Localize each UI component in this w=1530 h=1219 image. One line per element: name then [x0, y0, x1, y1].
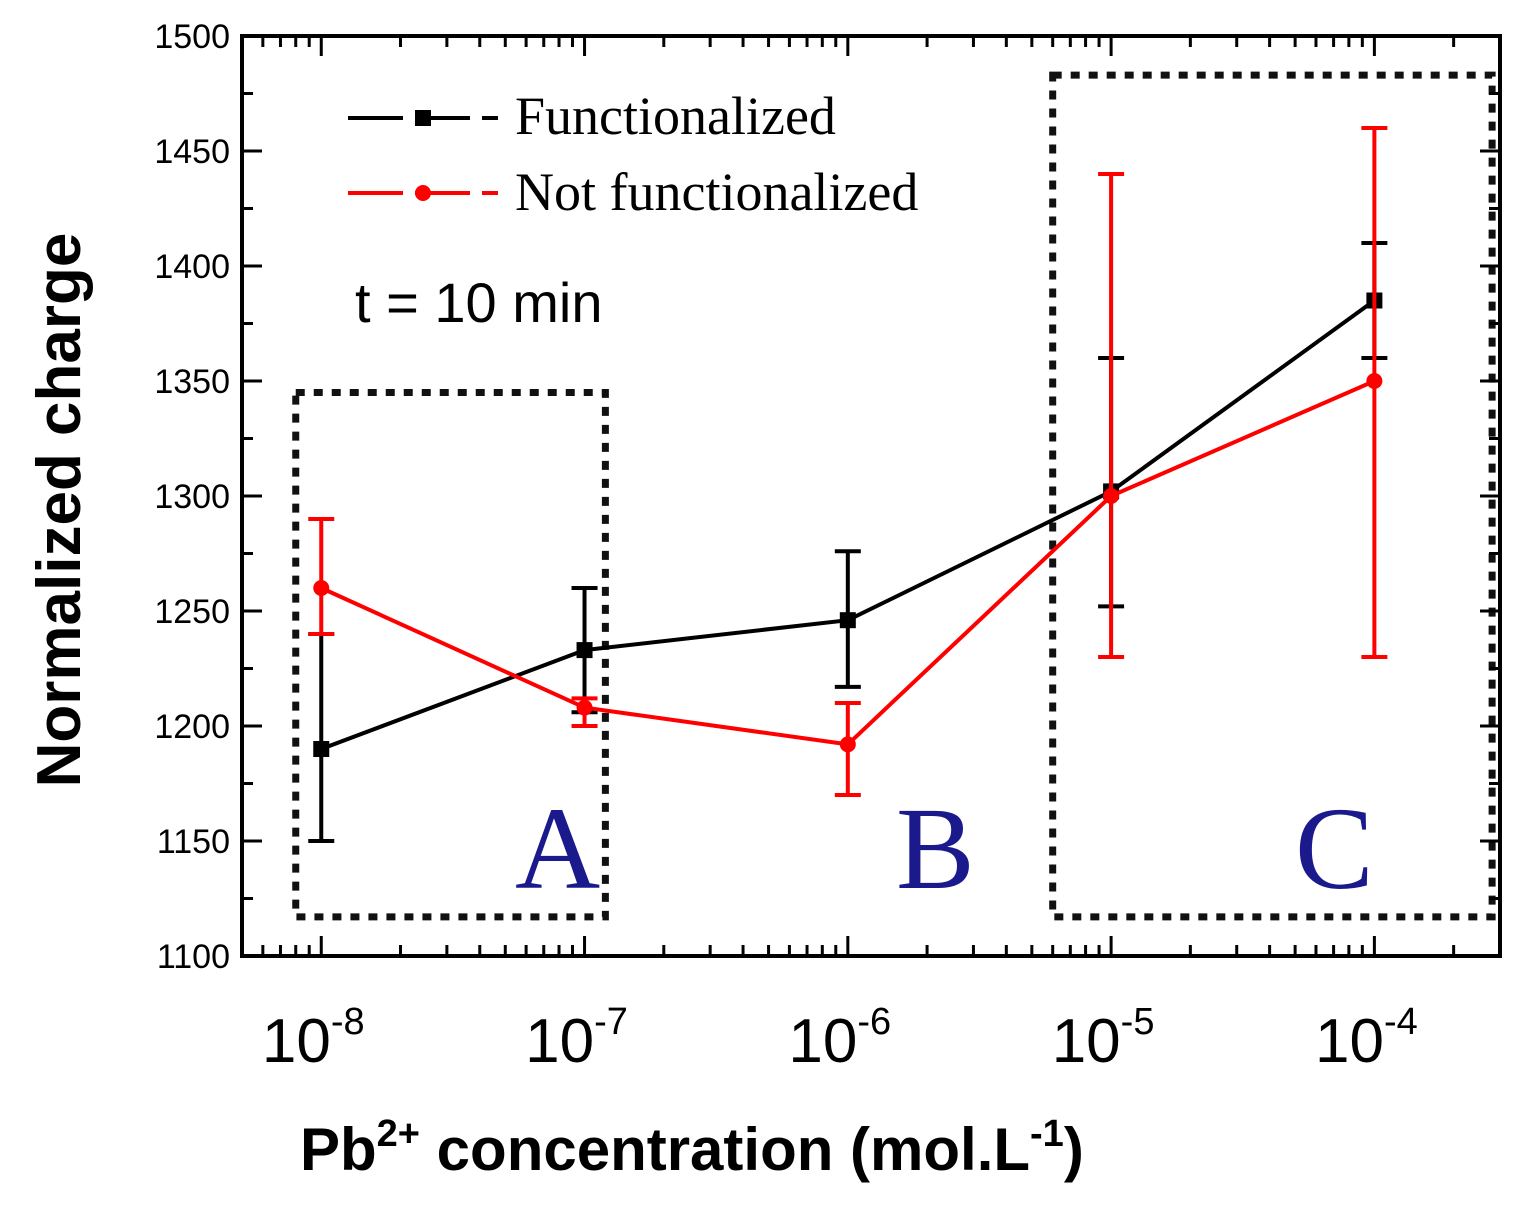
x-axis-title-prefix: Pb	[300, 1116, 377, 1183]
legend-label-functionalized: Functionalized	[515, 86, 836, 146]
y-tick-label: 1250	[154, 593, 230, 631]
x-tick-label-base: 10	[1315, 1007, 1384, 1076]
legend: Functionalized Not functionalized	[348, 86, 918, 222]
x-axis-title-suffix: )	[1064, 1116, 1084, 1183]
y-tick-label: 1350	[154, 363, 230, 401]
data-point	[839, 736, 856, 753]
y-tick-label: 1500	[154, 18, 230, 56]
x-axis-title-middle: concentration (mol.L	[420, 1116, 1030, 1183]
x-axis-ticks: 10-8 10-7 10-6 10-5 10-4	[240, 36, 1456, 1076]
region-label-b: B	[896, 783, 975, 914]
y-tick-label: 1400	[154, 248, 230, 286]
x-tick-label: 10-5	[1052, 1001, 1155, 1076]
y-tick-label: 1200	[154, 708, 230, 746]
x-tick-label-exponent: -8	[331, 1001, 365, 1043]
x-tick-label: 10-8	[262, 1001, 365, 1076]
region-label-a: A	[515, 783, 600, 914]
y-axis-ticks: 1100 1150 1200 1250 1300 1350 1400 1450 1500	[154, 18, 1500, 976]
legend-marker-not-functionalized	[415, 185, 431, 201]
x-tick-label-base: 10	[262, 1007, 331, 1076]
region-label-c: C	[1295, 783, 1374, 914]
x-axis-title: Pb2+ concentration (mol.L-1)	[300, 1113, 1084, 1183]
y-tick-label: 1150	[157, 823, 230, 861]
y-tick-label: 1300	[154, 478, 230, 516]
x-tick-label-exponent: -6	[857, 1001, 891, 1043]
x-axis-title-prefix-sup: 2+	[377, 1113, 420, 1155]
data-point	[313, 580, 330, 596]
series-not-functionalized	[308, 126, 1388, 797]
y-axis-title: Normalized charge	[25, 233, 94, 788]
series-layer	[308, 126, 1388, 843]
x-tick-label: 10-7	[525, 1001, 628, 1076]
data-point	[1366, 373, 1383, 389]
x-tick-label-exponent: -4	[1384, 1001, 1418, 1043]
data-point	[839, 612, 856, 629]
x-tick-label-base: 10	[1052, 1007, 1121, 1076]
x-tick-label-exponent: -5	[1121, 1001, 1155, 1043]
y-tick-label: 1100	[157, 938, 230, 976]
region-box-a	[292, 389, 609, 921]
x-tick-label: 10-4	[1315, 1001, 1418, 1076]
data-point	[576, 699, 593, 716]
x-tick-label-base: 10	[788, 1007, 857, 1076]
x-tick-label-base: 10	[525, 1007, 594, 1076]
data-point	[1103, 488, 1120, 504]
x-tick-label: 10-6	[788, 1001, 891, 1076]
x-axis-title-unit-sup: -1	[1030, 1113, 1064, 1155]
data-point	[576, 642, 593, 659]
legend-label-not-functionalized: Not functionalized	[515, 162, 918, 222]
y-tick-label: 1450	[154, 133, 230, 171]
data-point	[313, 741, 330, 757]
region-box-c	[1049, 71, 1496, 921]
x-tick-label-exponent: -7	[594, 1001, 628, 1043]
legend-marker-functionalized	[415, 110, 431, 126]
time-annotation: t = 10 min	[355, 271, 602, 334]
